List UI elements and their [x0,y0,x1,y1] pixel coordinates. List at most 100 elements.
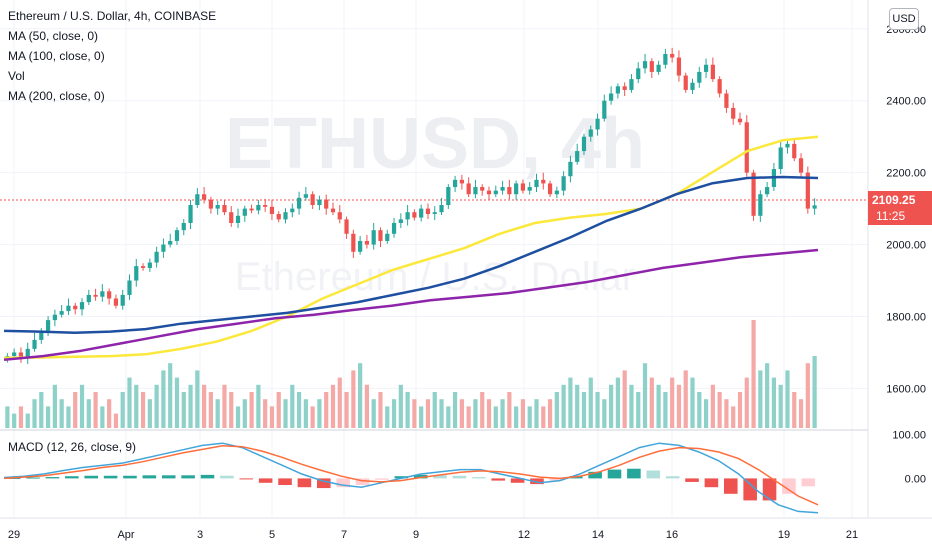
price-axis-label: 2400.00 [886,96,926,108]
candle-body [18,352,24,358]
candle-body [59,311,64,315]
candle-body [344,219,349,234]
candle-body [351,233,356,252]
macd-axis-label: 100.00 [892,429,926,441]
macd-histogram-bar [743,478,757,501]
candle-body [717,79,722,94]
candle-body [703,64,709,72]
volume-bar [771,377,777,428]
candle-body [446,187,451,206]
volume-bar [161,370,166,428]
candle-body [188,205,193,223]
candle-body [337,212,342,220]
volume-bar [615,377,620,428]
candle-body [324,199,329,209]
candle-body [358,240,363,252]
currency-badge[interactable]: USD [889,8,919,30]
candle-body [547,183,553,195]
volume-bar [168,363,173,428]
volume-bar [636,392,641,428]
candle-body [425,208,431,214]
macd-histogram-bar [704,478,719,488]
candle-body [663,53,668,65]
volume-bar [493,406,498,428]
candle-body [12,352,17,357]
time-axis-label: 21 [846,529,858,541]
candle-body [222,205,227,213]
ma200-line [3,248,819,361]
candle-body [296,197,302,209]
time-axis[interactable]: 29 Apr 3 5 7 9 12 14 16 19 21 [8,529,858,541]
price-axis-label: 1600.00 [886,383,926,395]
macd-histogram-bar [627,468,641,479]
volume-bar [703,399,709,428]
macd-histogram-bar [724,478,738,494]
candle-body [568,161,573,177]
indicator-ma50-label[interactable]: MA (50, close, 0) [8,29,99,43]
volume-bar [242,399,247,428]
macd-axis: 100.00 0.00 [892,429,926,485]
volume-bar [398,384,403,428]
macd-histogram-bar [142,475,157,479]
candle-body [507,187,512,195]
bar-countdown: 11:25 [876,209,906,223]
volume-bar [622,370,627,428]
macd-histogram-bar [84,475,98,479]
volume-bar [330,384,336,428]
candle-body [32,339,37,349]
candle-body [642,61,648,69]
indicator-vol-label[interactable]: Vol [8,69,25,83]
volume-bar [32,399,37,428]
volume-bar [554,392,559,428]
volume-bar [405,392,410,428]
time-axis-label: 12 [518,529,530,541]
volume-bar [717,392,722,428]
candle-body [798,158,804,173]
macd-histogram-bar [762,478,777,501]
macd-histogram-bar [801,478,816,487]
volume-bar [581,392,587,428]
volume-bar [351,370,356,428]
volume-bar [249,392,254,428]
time-axis-label: 16 [666,529,678,541]
macd-histogram-bar [665,476,680,479]
macd-histogram-bar [65,476,79,479]
volume-bar [18,406,24,428]
macd-legend[interactable]: MACD (12, 26, close, 9) [8,440,137,454]
volume-bar [609,384,614,428]
candle-body [636,68,641,80]
volume-bar [317,399,322,428]
candle-body [459,179,464,184]
volume-bar [45,406,51,428]
macd-histogram-bar [103,475,118,479]
volume-bar [527,406,532,428]
volume-bar [676,384,682,428]
volume-bar [337,377,342,428]
indicator-ma100-label[interactable]: MA (100, close, 0) [8,49,105,63]
candle-body [385,233,390,241]
macd-histogram-bar [433,475,447,479]
macd-line [3,442,819,514]
candle-body [283,212,288,220]
macd-histogram-bar [549,478,564,481]
candle-body [758,194,763,216]
volume-bar [690,377,695,428]
grid [0,0,868,518]
candle-body [161,244,166,252]
macd-histogram-bar [588,471,602,479]
volume-bar [174,377,180,428]
candle-body [575,151,580,162]
volume-bar [473,399,478,428]
candle-body [73,305,78,310]
symbol-title[interactable]: Ethereum / U.S. Dollar, 4h, COINBASE [8,9,217,23]
indicator-ma200-label[interactable]: MA (200, close, 0) [8,89,105,103]
candle-body [656,64,661,72]
macd-histogram-bar [258,478,273,483]
candle-body [86,294,91,303]
volume-bar [534,399,539,428]
candle-body [697,71,702,83]
volume-bar [744,377,749,428]
macd-histogram-bar [278,478,292,485]
candle-body [134,266,139,281]
